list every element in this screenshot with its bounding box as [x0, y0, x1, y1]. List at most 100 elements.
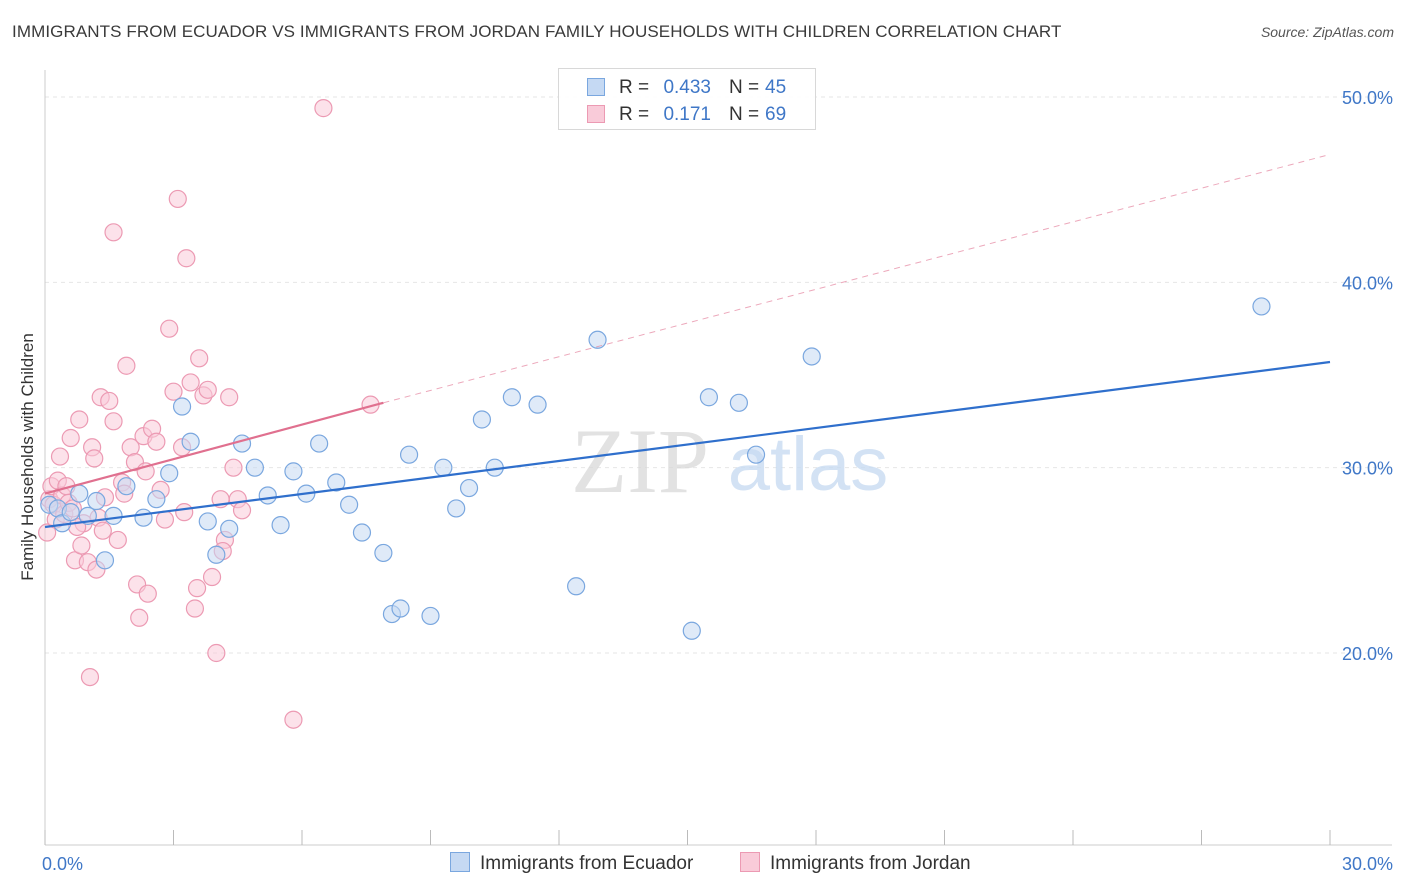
axes — [44, 70, 1392, 846]
jordan-point — [155, 510, 175, 529]
jordan-point — [224, 458, 243, 477]
ecuador-point — [134, 508, 153, 527]
y-tick-label: 30.0% — [1342, 459, 1393, 479]
ecuador-point — [87, 491, 106, 511]
legend-n-label: N = — [729, 77, 760, 98]
watermark-atlas: atlas — [728, 422, 889, 507]
ecuador-point — [147, 490, 166, 509]
legend-n-label: N = — [729, 104, 760, 125]
jordan-point — [147, 432, 166, 451]
ecuador-point — [502, 388, 521, 407]
ecuador-point — [327, 473, 346, 492]
jordan-point — [85, 449, 104, 468]
ecuador-point — [207, 545, 226, 564]
jordan-point — [38, 523, 57, 542]
ecuador-point — [588, 330, 607, 349]
tick-labels: 20.0% 30.0% 40.0% 50.0% 0.0% 30.0% — [42, 88, 1393, 874]
y-tick-label: 20.0% — [1342, 644, 1393, 664]
legend-n-value-ecuador: 45 — [765, 77, 787, 98]
ecuador-point — [472, 410, 491, 429]
ecuador-point — [528, 395, 547, 414]
ecuador-point — [198, 512, 217, 531]
jordan-point — [198, 380, 217, 399]
watermark: ZIP atlas — [571, 410, 888, 512]
jordan-point — [181, 373, 200, 392]
y-axis-label: Family Households with Children — [18, 333, 37, 581]
watermark-zip: ZIP — [571, 410, 709, 512]
ecuador-point — [399, 445, 419, 464]
bottom-legend-label-jordan: Immigrants from Jordan — [770, 853, 971, 874]
jordan-trend-line — [44, 401, 384, 495]
legend-swatch-ecuador — [587, 78, 605, 96]
ecuador-point — [447, 499, 466, 518]
jordan-point — [80, 667, 100, 687]
jordan-point — [284, 710, 303, 729]
bottom-legend-jordan: Immigrants from Jordan — [740, 852, 971, 875]
chart-title: IMMIGRANTS FROM ECUADOR VS IMMIGRANTS FR… — [12, 22, 1062, 41]
ecuador-point — [459, 478, 479, 498]
jordan-point — [164, 382, 183, 401]
ecuador-point — [117, 477, 136, 496]
y-tick-label: 50.0% — [1342, 88, 1393, 108]
jordan-point — [232, 501, 252, 520]
data-points — [38, 99, 1271, 729]
ecuador-point — [232, 434, 252, 453]
jordan-point — [160, 319, 179, 338]
ecuador-point — [258, 486, 277, 505]
ecuador-point — [70, 484, 89, 503]
legend-row-jordan: R = 0.171 N = 69 — [559, 100, 815, 128]
ecuador-point — [104, 506, 123, 525]
ecuador-point — [567, 577, 586, 596]
legend-r-label: R = — [619, 77, 650, 98]
x-tick-label: 30.0% — [1342, 854, 1393, 874]
bottom-legend-swatch-ecuador — [450, 852, 470, 872]
source-credit: Source: ZipAtlas.com — [1260, 24, 1394, 40]
legend-r-value-jordan: 0.171 — [663, 104, 711, 125]
legend-row-ecuador: R = 0.433 N = 45 — [559, 73, 815, 101]
jordan-point — [100, 391, 119, 411]
jordan-point — [185, 599, 205, 618]
jordan-point — [50, 447, 70, 466]
ecuador-point — [729, 393, 749, 412]
ecuador-point — [220, 519, 239, 538]
ecuador-point — [682, 621, 701, 640]
jordan-point — [177, 249, 196, 268]
jordan-trend-extension — [383, 153, 1331, 404]
jordan-point — [190, 349, 209, 368]
ecuador-point — [181, 432, 200, 451]
jordan-point — [138, 584, 157, 603]
ecuador-point — [352, 523, 372, 542]
jordan-point — [175, 503, 194, 522]
ecuador-point — [802, 347, 821, 366]
ecuador-trend-line — [44, 360, 1331, 529]
jordan-point — [93, 521, 112, 540]
jordan-point — [130, 608, 149, 627]
ecuador-point — [245, 458, 264, 477]
bottom-legend-swatch-jordan — [740, 852, 760, 872]
ecuador-point — [95, 551, 115, 570]
jordan-point — [168, 189, 187, 209]
ecuador-point — [746, 445, 766, 464]
jordan-point — [187, 579, 207, 598]
ecuador-point — [271, 516, 290, 535]
ecuador-point — [61, 503, 80, 522]
jordan-point — [220, 388, 239, 407]
ecuador-point — [374, 543, 393, 563]
jordan-point — [202, 567, 222, 587]
jordan-point — [207, 643, 226, 663]
y-tick-label: 40.0% — [1342, 273, 1393, 293]
legend-swatch-jordan — [587, 105, 605, 123]
jordan-point — [104, 412, 123, 431]
ecuador-point — [699, 388, 719, 407]
jordan-point — [104, 223, 123, 242]
legend-r-value-ecuador: 0.433 — [663, 77, 711, 98]
x-tick-label: 0.0% — [42, 854, 83, 874]
legend-n-value-jordan: 69 — [765, 104, 787, 125]
bottom-legend-ecuador: Immigrants from Ecuador — [450, 852, 693, 875]
jordan-point — [61, 428, 80, 448]
ecuador-point — [310, 434, 329, 453]
gridlines — [45, 96, 1392, 654]
correlation-legend: R = 0.433 N = 45 R = 0.171 N = 69 — [558, 68, 816, 130]
ecuador-point — [434, 458, 453, 477]
